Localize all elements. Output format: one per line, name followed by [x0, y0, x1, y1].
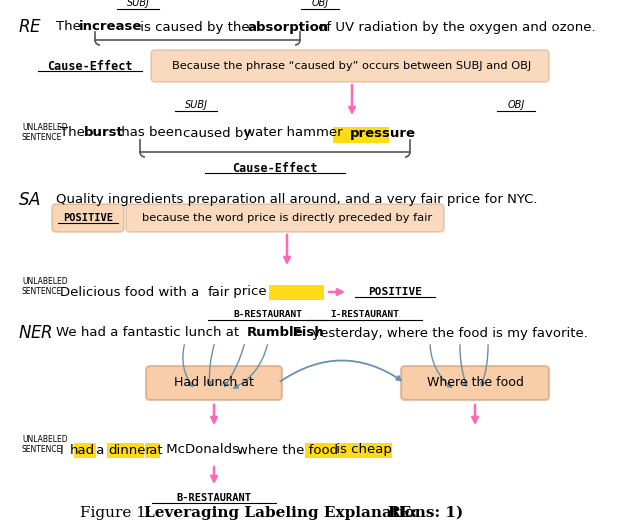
- Text: OBJ: OBJ: [312, 0, 328, 8]
- Text: SENTENCE: SENTENCE: [22, 287, 62, 296]
- Text: SUBJ: SUBJ: [127, 0, 150, 8]
- Bar: [107, 443, 144, 458]
- Text: yesterday, where the food is my favorite.: yesterday, where the food is my favorite…: [308, 326, 588, 340]
- Text: OBJ: OBJ: [508, 100, 525, 110]
- Text: of UV radiation by the oxygen and ozone.: of UV radiation by the oxygen and ozone.: [314, 21, 596, 33]
- Text: where the food: where the food: [237, 443, 338, 457]
- Text: UNLABELED: UNLABELED: [22, 278, 68, 287]
- Text: B-RESTAURANT: B-RESTAURANT: [234, 310, 303, 319]
- Text: We had a fantastic lunch at: We had a fantastic lunch at: [56, 326, 243, 340]
- Text: UNLABELED: UNLABELED: [22, 435, 68, 444]
- Text: burst: burst: [84, 126, 124, 140]
- Text: water hammer: water hammer: [240, 126, 347, 140]
- Text: Had lunch at: Had lunch at: [174, 377, 254, 389]
- Text: absorption: absorption: [247, 21, 328, 33]
- Bar: [291, 285, 324, 300]
- Text: had: had: [70, 443, 95, 457]
- Text: POSITIVE: POSITIVE: [368, 287, 422, 297]
- Text: $\mathit{SA}$: $\mathit{SA}$: [18, 191, 41, 209]
- FancyBboxPatch shape: [52, 204, 124, 232]
- Text: I-RESTAURANT: I-RESTAURANT: [330, 310, 399, 319]
- Bar: [333, 127, 389, 143]
- Text: McDonalds,: McDonalds,: [162, 443, 248, 457]
- Text: SENTENCE: SENTENCE: [22, 445, 62, 454]
- Text: price: price: [229, 286, 267, 298]
- Text: RE:: RE:: [387, 506, 417, 520]
- Text: a: a: [92, 443, 109, 457]
- Text: POSITIVE: POSITIVE: [63, 213, 113, 223]
- FancyBboxPatch shape: [401, 366, 549, 400]
- Bar: [145, 443, 160, 458]
- Text: SENTENCE: SENTENCE: [22, 133, 62, 142]
- Text: B-RESTAURANT: B-RESTAURANT: [177, 493, 252, 503]
- Text: fair: fair: [208, 286, 230, 298]
- Text: Cause-Effect: Cause-Effect: [232, 161, 317, 175]
- Text: pressure: pressure: [350, 126, 416, 140]
- Text: Where the food: Where the food: [427, 377, 524, 389]
- Text: $\mathit{NER}$: $\mathit{NER}$: [18, 324, 53, 342]
- Text: has been: has been: [117, 126, 187, 140]
- FancyBboxPatch shape: [151, 50, 549, 82]
- Bar: [74, 443, 96, 458]
- Text: The: The: [56, 21, 85, 33]
- Bar: [269, 285, 291, 300]
- Text: at: at: [145, 443, 163, 457]
- Bar: [305, 443, 392, 458]
- Text: Fish: Fish: [288, 326, 324, 340]
- Text: Leveraging Labeling Explanations: 1): Leveraging Labeling Explanations: 1): [144, 506, 468, 520]
- Text: The: The: [60, 126, 89, 140]
- Text: increase: increase: [79, 21, 142, 33]
- Text: is caused by the: is caused by the: [136, 21, 254, 33]
- Text: UNLABELED: UNLABELED: [22, 123, 68, 132]
- Text: Figure 1:: Figure 1:: [80, 506, 156, 520]
- Text: dinner: dinner: [108, 443, 151, 457]
- Text: SUBJ: SUBJ: [184, 100, 207, 110]
- Text: $\mathit{RE}$: $\mathit{RE}$: [18, 18, 42, 36]
- Text: is cheap: is cheap: [332, 443, 392, 457]
- Text: Delicious food with a: Delicious food with a: [60, 286, 204, 298]
- Text: Cause-Effect: Cause-Effect: [47, 59, 132, 72]
- Text: because the word price is directly preceded by fair: because the word price is directly prece…: [142, 213, 432, 223]
- Text: caused by: caused by: [183, 126, 252, 140]
- FancyBboxPatch shape: [126, 204, 444, 232]
- Text: Because the phrase “caused by” occurs between SUBJ and OBJ: Because the phrase “caused by” occurs be…: [172, 61, 532, 71]
- FancyBboxPatch shape: [146, 366, 282, 400]
- Text: Quality ingredients preparation all around, and a very fair price for NYC.: Quality ingredients preparation all arou…: [56, 194, 538, 206]
- Text: I: I: [60, 443, 68, 457]
- Text: Rumble: Rumble: [247, 326, 303, 340]
